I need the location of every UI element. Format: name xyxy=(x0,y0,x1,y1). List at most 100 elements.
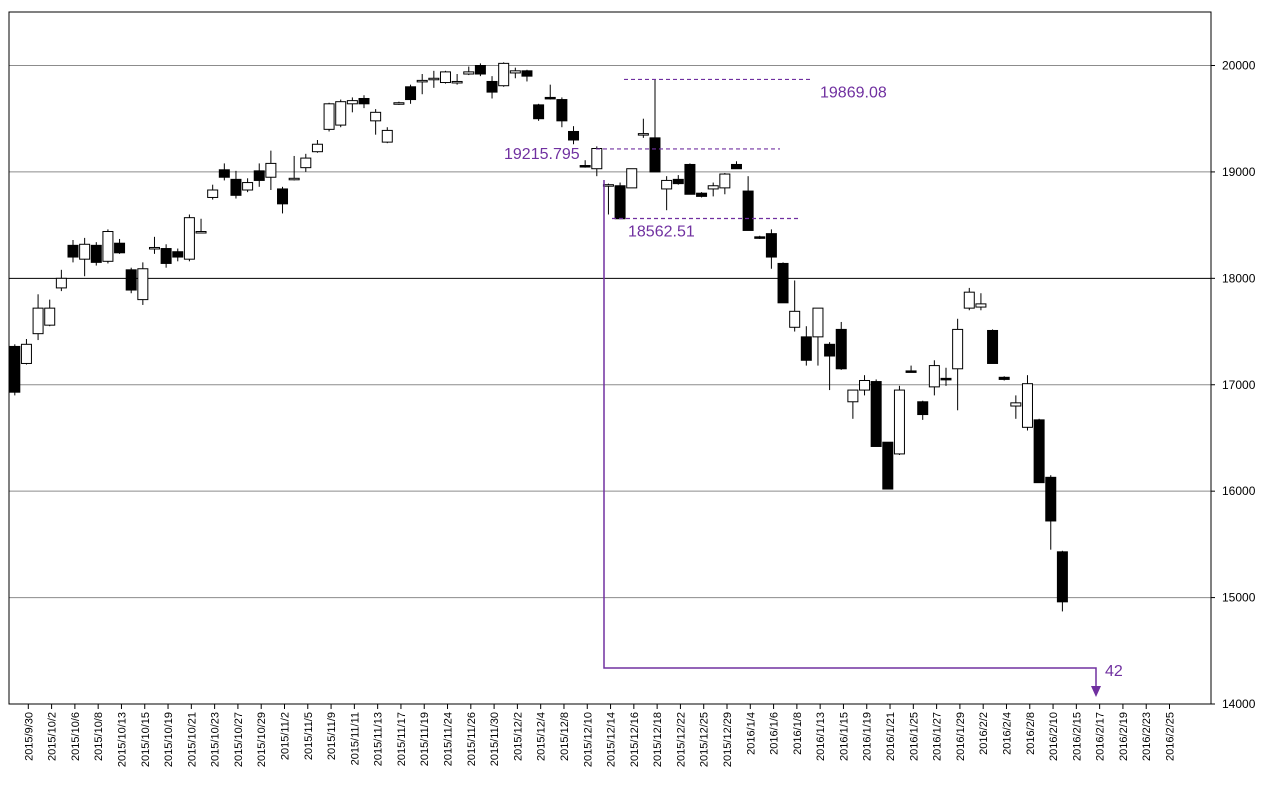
candle-body xyxy=(835,328,847,370)
x-tick-label: 2015/12/16 xyxy=(629,712,641,767)
candle xyxy=(416,74,428,95)
grid-layer xyxy=(9,65,1211,599)
candle-body xyxy=(1045,476,1057,522)
candle xyxy=(55,269,67,292)
candle xyxy=(789,280,801,332)
candle-body xyxy=(230,178,242,196)
x-tick-label: 2015/11/13 xyxy=(373,712,385,766)
candle xyxy=(719,172,731,195)
candle xyxy=(474,63,486,77)
candle-body xyxy=(987,329,999,364)
candle-body xyxy=(20,343,32,364)
candle xyxy=(672,175,684,185)
candle-body xyxy=(614,185,626,220)
y-tick-label: 14000 xyxy=(1222,697,1256,711)
candles xyxy=(9,62,1068,612)
x-tick-label: 2015/10/27 xyxy=(233,712,245,767)
x-tick-label: 2016/1/8 xyxy=(792,712,804,755)
candle-body xyxy=(1033,419,1045,484)
candle-body xyxy=(381,129,393,143)
candle-body xyxy=(800,336,812,361)
candle xyxy=(67,240,79,263)
candle xyxy=(649,79,661,173)
candle xyxy=(114,238,126,254)
candle-body xyxy=(626,168,638,189)
candle xyxy=(987,329,999,364)
candle-body xyxy=(789,310,801,328)
x-tick-label: 2015/11/17 xyxy=(396,712,408,766)
candle-body xyxy=(498,62,510,87)
candle-body xyxy=(696,192,708,197)
candle-body xyxy=(265,162,277,178)
candle-body xyxy=(9,345,21,393)
mid-level-label: 19215.795 xyxy=(504,146,580,163)
candle xyxy=(207,184,219,200)
candle xyxy=(32,294,44,341)
candle-body xyxy=(55,277,67,289)
candle-body xyxy=(474,65,486,75)
candle-body xyxy=(44,307,56,326)
x-tick-label: 2015/11/2 xyxy=(279,712,291,760)
x-tick-label: 2015/10/19 xyxy=(163,712,175,767)
x-tick-label: 2016/2/23 xyxy=(1141,712,1153,761)
candle-body xyxy=(952,328,964,370)
x-tick-label: 2016/1/15 xyxy=(838,712,850,761)
candle xyxy=(265,150,277,191)
x-tick-label: 2016/2/19 xyxy=(1118,712,1130,761)
x-tick-label: 2015/10/29 xyxy=(256,712,268,767)
count-arrow-line xyxy=(603,180,1097,688)
count-label: 42 xyxy=(1105,663,1123,680)
candle xyxy=(44,299,56,327)
candle xyxy=(1033,418,1045,484)
candle xyxy=(242,178,254,193)
candle xyxy=(218,163,230,181)
candle-body xyxy=(544,96,556,100)
candle-body xyxy=(137,268,149,301)
candle xyxy=(335,99,347,128)
candle-body xyxy=(32,307,44,335)
candle-body xyxy=(183,217,195,260)
candle-body xyxy=(917,401,929,416)
candle-body xyxy=(568,130,580,141)
candle-body xyxy=(1056,551,1068,603)
candle xyxy=(568,126,580,145)
candle-body xyxy=(777,262,789,304)
candle-body xyxy=(277,188,289,205)
x-tick-label: 2016/1/27 xyxy=(932,712,944,761)
x-tick-label: 2016/1/21 xyxy=(885,712,897,761)
y-tick-label: 19000 xyxy=(1222,165,1256,179)
x-tick-label: 2015/10/15 xyxy=(140,712,152,767)
candle-body xyxy=(509,70,521,74)
candle xyxy=(800,326,812,366)
candle xyxy=(637,118,649,138)
candle-body xyxy=(486,80,498,93)
candle xyxy=(696,192,708,198)
candle-body xyxy=(288,177,300,181)
plot-area xyxy=(8,11,1212,705)
candle-body xyxy=(649,137,661,173)
y-tick-label: 16000 xyxy=(1222,484,1256,498)
candle-body xyxy=(428,77,440,81)
candle-body xyxy=(451,80,463,84)
candle-body xyxy=(358,97,370,105)
candle-body xyxy=(195,231,207,234)
candle-body xyxy=(963,291,975,309)
x-tick-label: 2015/10/13 xyxy=(116,712,128,767)
x-tick-label: 2016/2/10 xyxy=(1048,712,1060,761)
candle xyxy=(707,182,719,197)
x-tick-label: 2016/1/19 xyxy=(862,712,874,761)
candle-body xyxy=(172,251,184,258)
x-tick-label: 2015/11/24 xyxy=(443,712,455,766)
candle-body xyxy=(707,185,719,190)
candle-body xyxy=(207,189,219,198)
candle-body xyxy=(719,173,731,189)
candle xyxy=(533,103,545,121)
candle xyxy=(614,182,626,220)
candle-body xyxy=(905,370,917,373)
candle xyxy=(358,95,370,109)
candle xyxy=(277,186,289,214)
x-tick-label: 2016/2/8 xyxy=(1025,712,1037,755)
candle xyxy=(905,365,917,373)
candle xyxy=(148,236,160,254)
candle xyxy=(300,153,312,172)
